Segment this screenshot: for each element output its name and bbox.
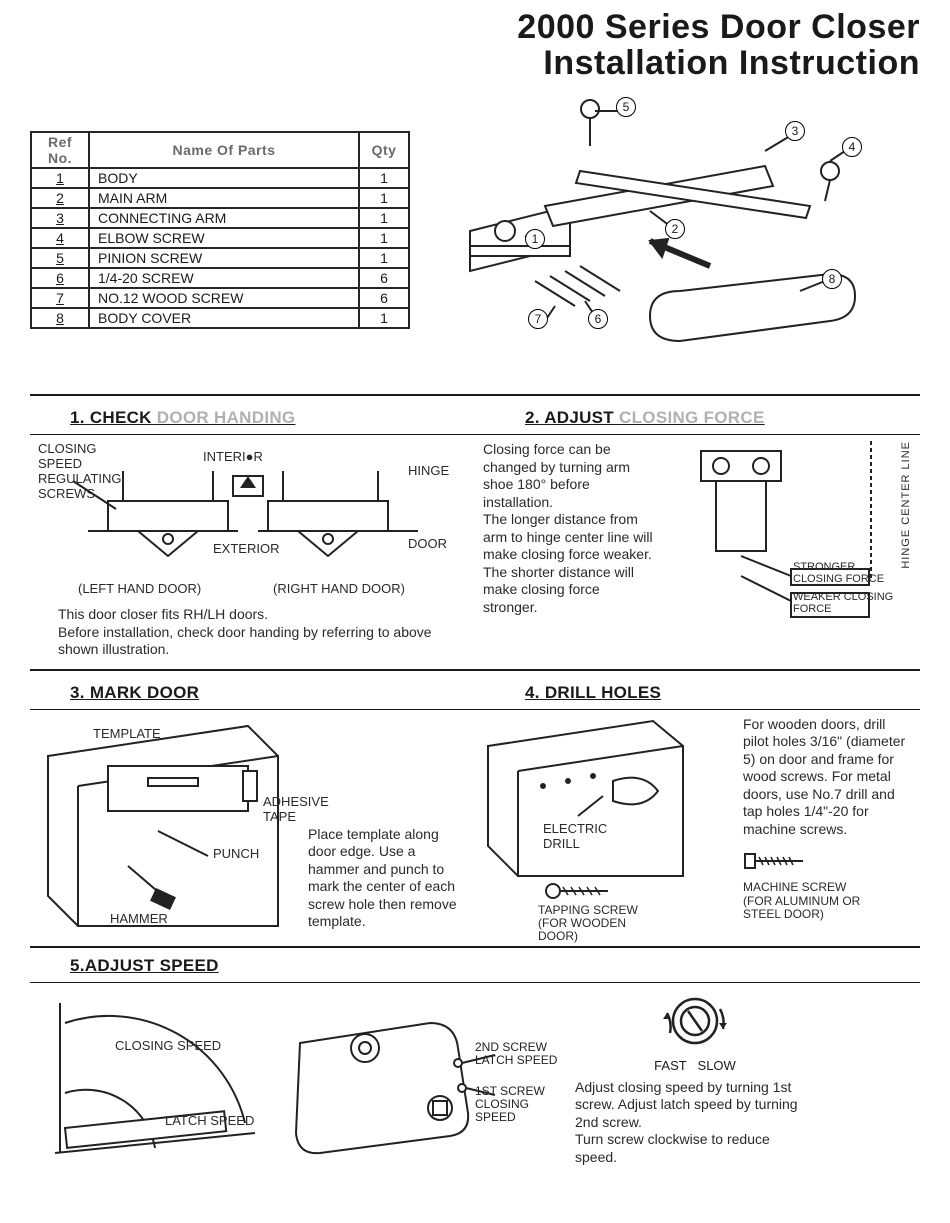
- cell-ref: 3: [31, 208, 89, 228]
- col-name: Name Of Parts: [89, 132, 359, 168]
- s2-diagram: HINGE CENTER LINE STRONGER CLOSING FORCE…: [661, 441, 912, 641]
- cell-ref: 2: [31, 188, 89, 208]
- sec34-body: TEMPLATE ADHESIVE TAPE PUNCH HAMMER Plac…: [30, 710, 920, 942]
- section-2: Closing force can be changed by turning …: [475, 435, 920, 665]
- cell-ref: 7: [31, 288, 89, 308]
- s1-lbl-closing-speed: CLOSING SPEED REGULATING SCREWS: [38, 441, 138, 501]
- cell-name: PINION SCREW: [89, 248, 359, 268]
- table-row: 3CONNECTING ARM1: [31, 208, 409, 228]
- s5-lbl-scr1: 1ST SCREW CLOSING SPEED: [475, 1085, 560, 1125]
- s1-lbl-right: (RIGHT HAND DOOR): [273, 581, 405, 596]
- s2-lbl-weaker: WEAKER CLOSING FORCE: [793, 591, 893, 615]
- s5-lbl-scr2: 2ND SCREW LATCH SPEED: [475, 1041, 557, 1067]
- s1-lbl-interior: INTERI●R: [203, 449, 263, 464]
- divider: [30, 946, 920, 948]
- title-line-2: Installation Instruction: [30, 46, 920, 82]
- s3-lbl-template: TEMPLATE: [93, 726, 161, 741]
- cell-name: 1/4-20 SCREW: [89, 268, 359, 288]
- sec12-headers: 1. CHECK DOOR HANDING 2. ADJUST CLOSING …: [30, 400, 920, 434]
- s3-note: Place template along door edge. Use a ha…: [308, 716, 463, 936]
- s1-note: This door closer fits RH/LH doors. Befor…: [38, 606, 467, 659]
- cell-qty: 1: [359, 308, 409, 328]
- s5-arc: CLOSING SPEED LATCH SPEED: [35, 993, 265, 1163]
- col-qty: Qty: [359, 132, 409, 168]
- s3-diagram: TEMPLATE ADHESIVE TAPE PUNCH HAMMER: [38, 716, 298, 936]
- cell-name: ELBOW SCREW: [89, 228, 359, 248]
- s5-lbl-slow: SLOW: [698, 1058, 736, 1073]
- s5-right: FAST SLOW Adjust closing speed by turnin…: [575, 993, 815, 1167]
- table-row: 1BODY1: [31, 168, 409, 188]
- s4-note: For wooden doors, drill pilot holes 3/16…: [743, 716, 912, 839]
- cell-qty: 6: [359, 288, 409, 308]
- s5-note: Adjust closing speed by turning 1st scre…: [575, 1079, 815, 1167]
- section-3: TEMPLATE ADHESIVE TAPE PUNCH HAMMER Plac…: [30, 710, 475, 942]
- section-1-head: 1. CHECK DOOR HANDING: [70, 408, 465, 428]
- section-2-head: 2. ADJUST CLOSING FORCE: [525, 408, 920, 428]
- s3-lbl-tape: ADHESIVE TAPE: [263, 794, 343, 824]
- parts-table: Ref No. Name Of Parts Qty 1BODY12MAIN AR…: [30, 131, 410, 329]
- table-header-row: Ref No. Name Of Parts Qty: [31, 132, 409, 168]
- s4-lbl-drill: ELECTRIC DRILL: [543, 821, 607, 851]
- sec34-headers: 3. MARK DOOR 4. DRILL HOLES: [30, 675, 920, 709]
- cell-qty: 1: [359, 208, 409, 228]
- cell-name: BODY COVER: [89, 308, 359, 328]
- s1-lbl-hinge: HINGE: [408, 463, 449, 478]
- section-4-head: 4. DRILL HOLES: [525, 683, 920, 703]
- cell-name: CONNECTING ARM: [89, 208, 359, 228]
- machine-screw-icon: [743, 846, 813, 876]
- section-1: CLOSING SPEED REGULATING SCREWS INTERI●R…: [30, 435, 475, 665]
- s5-lbl-latch: LATCH SPEED: [165, 1113, 254, 1128]
- table-row: 8BODY COVER1: [31, 308, 409, 328]
- s2-lbl-stronger: STRONGER CLOSING FORCE: [793, 561, 884, 585]
- col-refno: Ref No.: [31, 132, 89, 168]
- title-line-1: 2000 Series Door Closer: [30, 10, 920, 46]
- page-title: 2000 Series Door Closer Installation Ins…: [30, 10, 920, 81]
- s4-lbl-mach: MACHINE SCREW (FOR ALUMINUM OR STEEL DOO…: [743, 881, 912, 921]
- s3-lbl-punch: PUNCH: [213, 846, 259, 861]
- s1-diagram: CLOSING SPEED REGULATING SCREWS INTERI●R…: [38, 441, 467, 606]
- s4-lbl-tap: TAPPING SCREW (FOR WOODEN DOOR): [538, 904, 638, 944]
- cell-ref: 4: [31, 228, 89, 248]
- cell-qty: 1: [359, 228, 409, 248]
- section-5: CLOSING SPEED LATCH SPEED 2ND SCREW LATC…: [30, 983, 920, 1177]
- table-row: 61/4-20 SCREW6: [31, 268, 409, 288]
- s1-lbl-left: (LEFT HAND DOOR): [78, 581, 201, 596]
- s5-lbl-fast: FAST: [654, 1058, 687, 1073]
- s4-diagram: ELECTRIC DRILL TAPPING SCREW (FOR WOODEN…: [483, 716, 733, 936]
- s5-body: 2ND SCREW LATCH SPEED 1ST SCREW CLOSING …: [280, 993, 560, 1163]
- cell-ref: 6: [31, 268, 89, 288]
- table-row: 7NO.12 WOOD SCREW6: [31, 288, 409, 308]
- divider: [30, 394, 920, 396]
- s5-knob: FAST SLOW: [575, 993, 815, 1073]
- top-row: Ref No. Name Of Parts Qty 1BODY12MAIN AR…: [30, 91, 920, 364]
- cell-name: BODY: [89, 168, 359, 188]
- section-5-head: 5.ADJUST SPEED: [70, 956, 920, 976]
- s2-note: Closing force can be changed by turning …: [483, 441, 653, 659]
- section-4: ELECTRIC DRILL TAPPING SCREW (FOR WOODEN…: [475, 710, 920, 942]
- divider: [30, 669, 920, 671]
- cell-name: MAIN ARM: [89, 188, 359, 208]
- cell-qty: 1: [359, 168, 409, 188]
- s4-right: For wooden doors, drill pilot holes 3/16…: [743, 716, 912, 936]
- cell-qty: 1: [359, 188, 409, 208]
- s1-lbl-exterior: EXTERIOR: [213, 541, 279, 556]
- s5-lbl-closing: CLOSING SPEED: [115, 1038, 221, 1053]
- table-row: 4ELBOW SCREW1: [31, 228, 409, 248]
- exploded-view: 5 3 4 1 2 7 6 8: [430, 91, 920, 364]
- cell-qty: 6: [359, 268, 409, 288]
- s2-lbl-hcl: HINGE CENTER LINE: [900, 441, 912, 569]
- s3-lbl-hammer: HAMMER: [110, 911, 168, 926]
- cell-qty: 1: [359, 248, 409, 268]
- table-row: 2MAIN ARM1: [31, 188, 409, 208]
- cell-ref: 8: [31, 308, 89, 328]
- section-3-head: 3. MARK DOOR: [70, 683, 465, 703]
- s1-lbl-door: DOOR: [408, 536, 447, 551]
- cell-ref: 1: [31, 168, 89, 188]
- cell-name: NO.12 WOOD SCREW: [89, 288, 359, 308]
- parts-table-wrap: Ref No. Name Of Parts Qty 1BODY12MAIN AR…: [30, 91, 410, 364]
- sec12-body: CLOSING SPEED REGULATING SCREWS INTERI●R…: [30, 435, 920, 665]
- table-row: 5PINION SCREW1: [31, 248, 409, 268]
- cell-ref: 5: [31, 248, 89, 268]
